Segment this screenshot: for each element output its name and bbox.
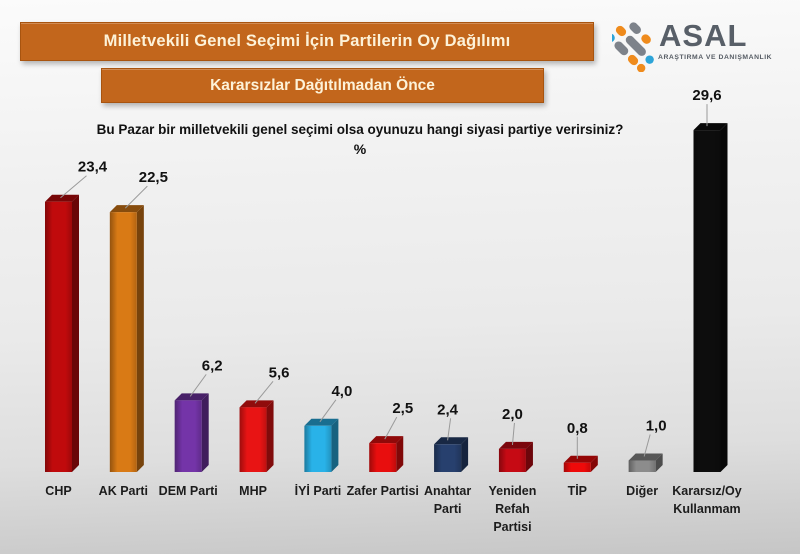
bar-side-ti-p <box>590 455 598 472</box>
asal-logo-mark-icon <box>612 22 654 72</box>
bar-side-dem-parti <box>201 393 209 472</box>
category-label-ti-p-line1: TİP <box>568 483 587 498</box>
bar-top-yeniden-refah-partisi <box>498 441 533 449</box>
bar-side-karars-z-oy-kullanmam <box>720 123 728 473</box>
bar-top-karars-z-oy-kullanmam <box>693 123 728 131</box>
bar-top-zafer-partisi <box>369 436 404 444</box>
value-label-zafer-partisi: 2,5 <box>392 400 413 417</box>
bar-side-yeniden-refah-partisi <box>525 441 533 472</box>
category-label-karars-z-oy-kullanmam-line1: Kararsız/Oy <box>672 484 742 498</box>
percent-unit-label: % <box>353 141 367 157</box>
category-label-anahtar-parti-line2: Parti <box>434 502 462 516</box>
category-label-ak-parti-line1: AK Parti <box>99 484 148 498</box>
bar-shading-i-yi-parti <box>304 425 332 472</box>
bar-top-ak-parti <box>109 205 144 213</box>
bar-shading-dem-parti <box>174 400 202 472</box>
bar-top-mhp <box>239 400 274 408</box>
category-label-anahtar-parti-line1: Anahtar <box>424 484 471 498</box>
bar-shading-chp <box>45 201 72 473</box>
bar-shading-zafer-partisi <box>369 443 397 472</box>
bar-top-chp <box>45 194 79 202</box>
bar-side-di-er <box>655 453 663 472</box>
value-label-mhp: 5,6 <box>269 364 290 381</box>
asal-logo-tagline: ARAŞTIRMA VE DANIŞMANLIK <box>658 54 773 61</box>
category-label-karars-z-oy-kullanmam-line2: Kullanmam <box>673 502 740 516</box>
category-label-zafer-partisi-line1: Zafer Partisi <box>347 484 419 498</box>
bar-top-ti-p <box>563 455 598 463</box>
leader-line-ak-parti <box>124 185 148 209</box>
bar-top-di-er <box>628 453 663 461</box>
category-label-yeniden-refah-partisi-line1: Yeniden <box>488 484 536 498</box>
category-label-chp-line1: CHP <box>45 484 71 498</box>
title-banner-text: Milletvekili Genel Seçimi İçin Partileri… <box>103 32 511 50</box>
asal-logo: ASAL ARAŞTIRMA VE DANIŞMANLIK <box>612 18 773 72</box>
bar-side-ak-parti <box>136 205 144 472</box>
bar-side-zafer-partisi <box>396 436 404 472</box>
value-label-ak-parti: 22,5 <box>139 169 168 186</box>
bar-side-i-yi-parti <box>331 418 339 472</box>
leader-line-anahtar-parti <box>447 418 452 441</box>
bar-shading-ak-parti <box>109 212 137 472</box>
value-label-di-er: 1,0 <box>646 417 667 434</box>
value-label-dem-parti: 6,2 <box>202 357 223 374</box>
category-label-di-er-line1: Diğer <box>626 484 658 498</box>
category-label-yeniden-refah-partisi-line3: Partisi <box>493 520 531 534</box>
subtitle-banner: Kararsızlar Dağıtılmadan Önce <box>101 68 544 103</box>
value-label-i-yi-parti: 4,0 <box>331 383 352 400</box>
category-label-yeniden-refah-partisi-line2: Refah <box>495 502 530 516</box>
bar-shading-di-er <box>628 460 656 472</box>
value-label-karars-z-oy-kullanmam: 29,6 <box>692 87 721 104</box>
bar-shading-yeniden-refah-partisi <box>498 448 526 472</box>
leader-line-i-yi-parti <box>319 399 337 423</box>
value-label-chp: 23,4 <box>78 159 108 176</box>
asal-logo-brand-text: ASAL <box>659 18 748 53</box>
bar-side-mhp <box>266 400 274 472</box>
bar-shading-karars-z-oy-kullanmam <box>693 130 721 472</box>
leader-line-yeniden-refah-partisi <box>511 422 515 445</box>
category-label-mhp-line1: MHP <box>239 484 267 498</box>
title-banner: Milletvekili Genel Seçimi İçin Partileri… <box>20 22 594 61</box>
leader-line-dem-parti <box>189 374 207 397</box>
category-label-dem-parti-line1: DEM Parti <box>159 484 218 498</box>
bar-side-chp <box>72 194 79 473</box>
bar-top-i-yi-parti <box>304 418 339 426</box>
bar-shading-ti-p <box>563 462 591 472</box>
leader-line-di-er <box>643 434 651 457</box>
value-label-ti-p: 0,8 <box>567 420 588 437</box>
value-label-anahtar-parti: 2,4 <box>437 401 459 418</box>
leader-line-mhp <box>254 381 274 404</box>
category-label-i-yi-parti-line1: İYİ Parti <box>295 483 342 498</box>
bar-side-anahtar-parti <box>461 437 469 472</box>
bar-top-dem-parti <box>174 393 209 401</box>
bar-shading-mhp <box>239 407 267 472</box>
bar-top-anahtar-parti <box>434 437 469 445</box>
subtitle-banner-text: Kararsızlar Dağıtılmadan Önce <box>210 76 435 94</box>
leader-line-chp <box>60 175 87 199</box>
leader-line-zafer-partisi <box>384 416 398 440</box>
bar-shading-anahtar-parti <box>434 444 462 472</box>
value-label-yeniden-refah-partisi: 2,0 <box>502 406 523 423</box>
survey-question: Bu Pazar bir milletvekili genel seçimi o… <box>96 122 624 137</box>
